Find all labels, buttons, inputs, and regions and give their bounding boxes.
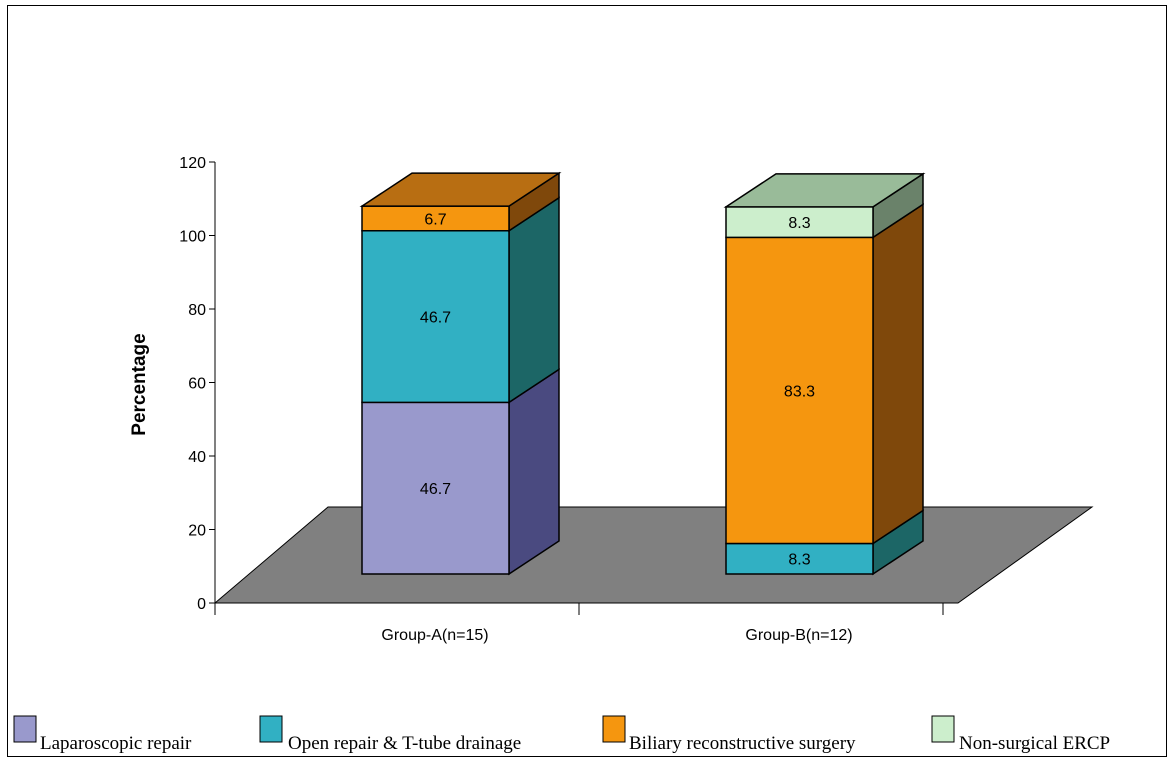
x-category-label-1: Group-B(n=12) (745, 627, 852, 644)
bar-segment-1-2: 83.3 (725, 202, 924, 545)
data-label-0-1: 46.7 (420, 310, 451, 327)
data-label-1-2: 83.3 (784, 383, 815, 400)
chart-floor (213, 506, 1094, 604)
bar-side-0-0 (508, 367, 560, 576)
y-tick-label-4: 80 (188, 302, 206, 319)
x-category-label-0: Group-A(n=15) (381, 627, 488, 644)
bar-top-1 (723, 173, 926, 208)
bar-side-1-2 (872, 202, 924, 545)
chart-frame (7, 5, 1167, 757)
bar-segment-0-1: 46.7 (361, 196, 560, 404)
y-tick-label-6: 120 (179, 155, 206, 172)
data-label-0-0: 46.7 (420, 481, 451, 498)
bar-top-0 (359, 172, 562, 207)
y-axis-title: Percentage (129, 333, 150, 435)
bar-front-0-2 (361, 205, 510, 232)
data-label-1-3: 8.3 (788, 215, 810, 232)
bar-side-0-1 (508, 196, 560, 404)
legend-label-3: Non-surgical ERCP (959, 733, 1110, 754)
bar-segment-1-1: 8.3 (725, 509, 924, 576)
legend-swatch-3 (931, 715, 955, 743)
bar-segment-0-2: 6.7 (361, 171, 560, 233)
legend-label-0: Laparoscopic repair (40, 733, 192, 754)
bar-front-1-1 (725, 542, 874, 575)
y-tick-label-2: 40 (188, 449, 206, 466)
data-label-1-1: 8.3 (788, 552, 810, 569)
y-tick-label-0: 0 (197, 596, 206, 613)
bar-front-1-3 (725, 206, 874, 239)
legend-swatch-0 (13, 715, 37, 743)
data-label-0-2: 6.7 (424, 211, 446, 228)
legend-label-2: Biliary reconstructive surgery (629, 733, 856, 754)
bar-front-0-1 (361, 230, 510, 404)
legend-swatch-2 (602, 715, 626, 743)
bar-segment-1-3: 8.3 (725, 172, 924, 239)
legend-label-1: Open repair & T-tube drainage (288, 733, 521, 754)
y-tick-label-3: 60 (188, 376, 206, 393)
legend-swatch-1 (259, 715, 283, 743)
y-tick-label-1: 20 (188, 523, 206, 540)
y-tick-label-5: 100 (179, 229, 206, 246)
